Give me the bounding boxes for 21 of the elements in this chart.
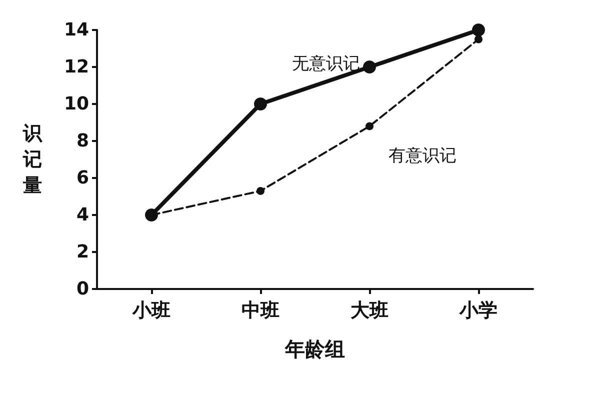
point: [474, 35, 482, 44]
y-tick-label: 4: [76, 204, 89, 226]
x-tick-label: 大班: [350, 300, 388, 322]
y-tick-label: 12: [64, 56, 89, 78]
point: [363, 60, 376, 74]
y-tick-label: 0: [76, 278, 89, 300]
x-tick-label: 小学: [458, 300, 498, 322]
point: [256, 186, 264, 195]
series-label: 有意识记: [388, 146, 456, 166]
y-tick-label: 8: [76, 130, 89, 152]
y-axis-title: 识记量: [22, 122, 43, 196]
point: [254, 98, 267, 110]
x-tick-label: 中班: [242, 300, 280, 322]
y-tick-label: 2: [76, 242, 89, 262]
y-tick-label: 14: [64, 20, 89, 40]
x-axis-title: 年龄组: [284, 337, 345, 361]
y-tick-label: 10: [64, 94, 89, 114]
x-tick-label: 小班: [132, 300, 170, 322]
point: [366, 122, 374, 130]
point: [472, 24, 485, 36]
y-tick-label: 6: [76, 168, 89, 188]
